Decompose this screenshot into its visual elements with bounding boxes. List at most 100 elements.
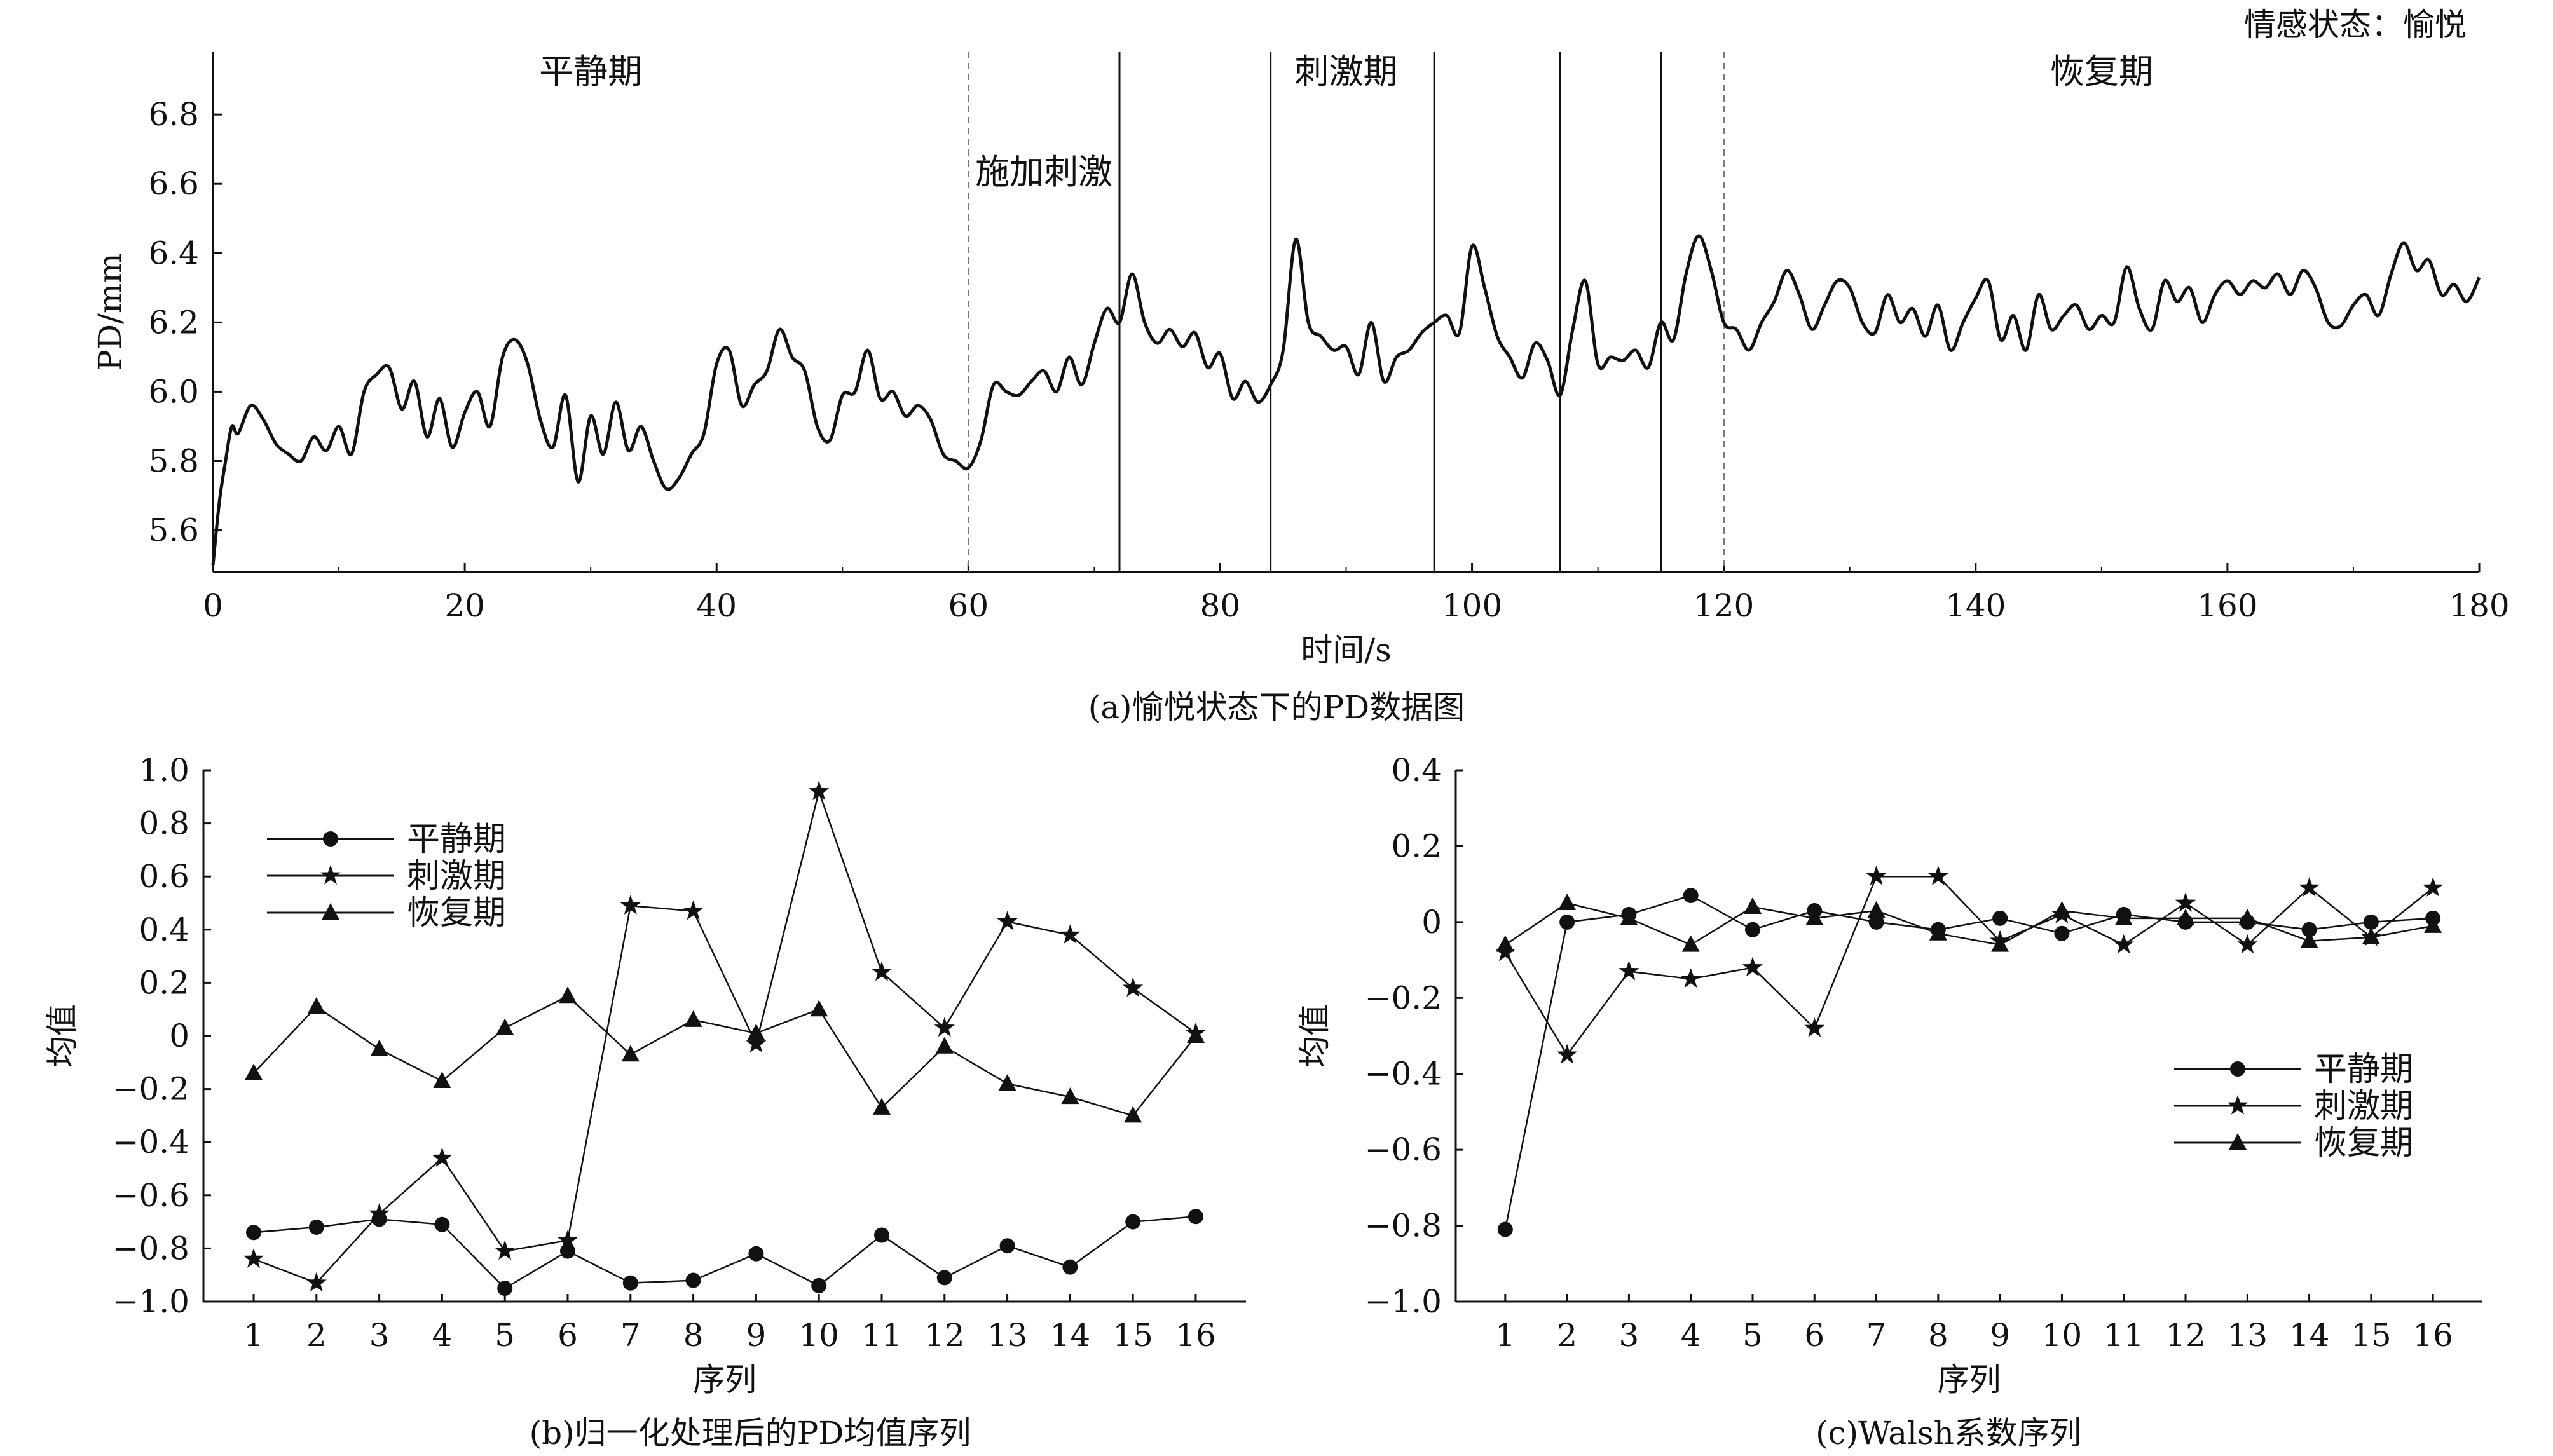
y-tick-label: 6.8 (148, 96, 199, 133)
phase-label: 平静期 (539, 51, 642, 92)
x-tick-label: 20 (444, 587, 485, 624)
data-point-circle (1992, 910, 2008, 926)
y-tick-label: −0.4 (113, 1124, 189, 1160)
data-point-circle (622, 1275, 638, 1291)
data-point-star (2237, 934, 2258, 954)
data-point-circle (1744, 922, 1760, 937)
x-tick-label: 8 (683, 1317, 704, 1354)
x-tick-label: 12 (2165, 1317, 2206, 1354)
y-tick-label: 6.2 (148, 304, 199, 341)
series-line-triangle (253, 995, 1196, 1117)
x-tick-label: 12 (924, 1317, 965, 1354)
data-point-star (1804, 1017, 1825, 1037)
y-tick-label: −0.2 (1365, 979, 1442, 1016)
y-tick-label: −0.8 (1365, 1208, 1442, 1244)
y-tick-label: 0.4 (139, 911, 189, 948)
x-tick-label: 5 (1742, 1317, 1763, 1354)
chart-a-pd-timeseries: 0 20 40 60 80 100 120 140 160 180 5.6 5.8 6.0 6.2 6.4 6… (92, 51, 2510, 669)
y-tick-label: 0.8 (139, 805, 189, 842)
x-tick-label: 4 (432, 1317, 453, 1354)
data-point-triangle (1496, 935, 1514, 952)
legend-marker-triangle (322, 903, 339, 920)
data-point-star (809, 780, 830, 801)
x-tick-label: 16 (2413, 1317, 2453, 1354)
x-axis-label: 序列 (1938, 1361, 2001, 1398)
series-line-star (1504, 875, 2433, 1057)
x-tick-label: 11 (2104, 1317, 2144, 1354)
legend-marker-circle (2230, 1061, 2245, 1077)
y-axis-label: 均值 (1296, 1004, 1333, 1068)
data-point-circle (560, 1243, 576, 1259)
legend-label: 平静期 (407, 820, 506, 859)
data-point-triangle (1681, 935, 1700, 952)
pd-series-line (211, 234, 2481, 566)
x-tick-label: 40 (696, 587, 737, 624)
data-point-triangle (684, 1010, 702, 1027)
data-point-star (997, 911, 1018, 930)
x-tick-label: 80 (1200, 587, 1241, 624)
data-point-triangle (935, 1037, 954, 1054)
data-point-star (1123, 977, 1144, 997)
data-point-triangle (872, 1098, 891, 1115)
data-point-star (871, 961, 893, 981)
data-point-star (1680, 968, 1701, 988)
x-tick-label: 60 (948, 587, 989, 624)
data-point-star (243, 1248, 264, 1268)
data-point-triangle (2300, 931, 2318, 948)
data-point-triangle (2053, 901, 2071, 918)
x-tick-label: 7 (620, 1317, 641, 1354)
phase-label: 刺激期 (1295, 51, 1398, 92)
y-tick-label: 0.2 (139, 964, 189, 1001)
data-point-circle (497, 1281, 513, 1296)
data-point-circle (2054, 925, 2070, 941)
x-tick-label: 5 (495, 1317, 515, 1354)
legend-label: 刺激期 (407, 857, 506, 895)
y-tick-label: −0.2 (113, 1071, 189, 1108)
chart-b-normalized-means: 1 2 3 4 5 6 7 8 9 10 11 12 13 14 15 16−1.0−0.8−0.6−0.4−… (44, 752, 1246, 1398)
y-tick-label: 0.6 (139, 858, 189, 895)
data-point-star (746, 1033, 767, 1053)
data-point-triangle (2114, 908, 2133, 925)
data-point-triangle (433, 1072, 451, 1089)
data-point-circle (811, 1277, 827, 1293)
data-point-star (1866, 866, 1887, 885)
x-tick-label: 1 (1495, 1317, 1516, 1354)
x-tick-label: 9 (1990, 1317, 2010, 1354)
x-tick-label: 3 (1619, 1317, 1639, 1354)
y-tick-label: −0.6 (1365, 1131, 1442, 1168)
y-axis-label: PD/mm (92, 253, 128, 371)
y-tick-label: 0.2 (1391, 827, 1442, 864)
y-tick-label: 6.4 (148, 235, 199, 271)
data-point-circle (1683, 888, 1699, 904)
y-tick-label: 0 (169, 1017, 189, 1054)
data-point-triangle (1061, 1087, 1079, 1105)
y-tick-label: 0 (1421, 904, 1442, 941)
data-point-triangle (1929, 923, 1947, 941)
data-point-circle (1125, 1214, 1141, 1230)
data-point-star (1557, 1044, 1578, 1064)
data-point-triangle (1558, 894, 1577, 910)
x-tick-label: 7 (1866, 1317, 1887, 1354)
data-point-triangle (1620, 908, 1638, 925)
x-tick-label: 10 (2042, 1317, 2083, 1354)
data-point-star (495, 1240, 516, 1260)
data-point-triangle (810, 1000, 828, 1017)
data-point-triangle (998, 1074, 1016, 1091)
data-point-star (369, 1203, 390, 1223)
x-tick-label: 140 (1945, 587, 2006, 624)
data-point-circle (685, 1272, 701, 1288)
data-point-star (1927, 866, 1948, 885)
data-point-triangle (2362, 927, 2380, 944)
x-tick-label: 6 (558, 1317, 578, 1354)
data-point-circle (1062, 1259, 1078, 1275)
data-point-triangle (370, 1039, 388, 1056)
x-tick-label: 9 (746, 1317, 766, 1354)
data-point-triangle (1743, 897, 1762, 914)
legend-marker-star (320, 865, 341, 885)
data-point-triangle (1805, 908, 1824, 925)
data-point-circle (246, 1225, 262, 1241)
data-point-star (306, 1272, 327, 1292)
x-tick-label: 14 (2289, 1317, 2330, 1354)
x-tick-label: 6 (1804, 1317, 1824, 1354)
